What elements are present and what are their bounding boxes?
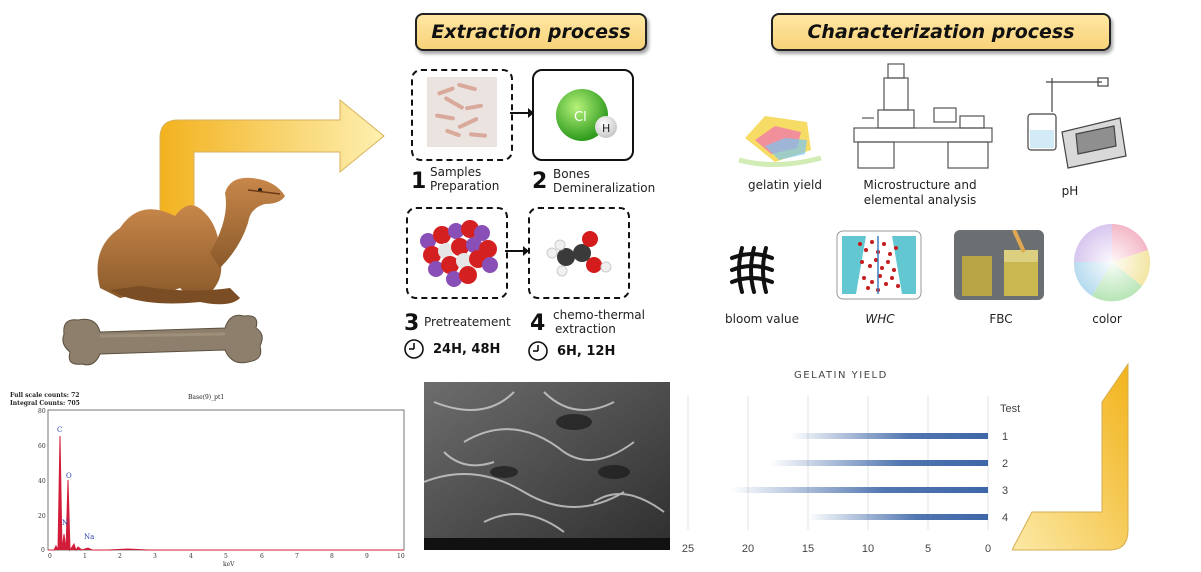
whc-icon [836,230,922,300]
edx-y-tick: 0 [41,547,45,554]
h-label: H [602,122,610,135]
bloom-value-label: bloom value [725,312,799,326]
whc-label: WHC [865,312,895,326]
ph-meter-icon [1027,77,1127,169]
edx-header-line1: Full scale counts: 72 [10,392,80,399]
edx-peak-label: N [62,519,68,527]
chart-legend-title: Test [1000,403,1020,415]
step-2-number: 2 [532,169,548,194]
extraction-process-title: Extraction process [431,21,631,43]
edx-peak-label: C [57,426,62,434]
edx-title: Base(9)_pt1 [188,394,225,401]
chart-title: GELATIN YIELD [794,370,888,381]
edx-x-tick: 9 [365,553,369,560]
edx-y-tick: 20 [38,513,46,520]
chart-bar-test-1 [790,433,988,439]
timer-extraction: 6H, 12H [527,340,615,362]
timer-extraction-value: 6H, 12H [557,343,616,359]
edx-x-tick: 8 [330,553,334,560]
gelatin-yield-label: gelatin yield [748,178,822,192]
microstructure-label: Microstructure and elemental analysis [863,178,977,207]
chart-category-label: 2 [1002,458,1008,470]
edx-spectrum-panel: Full scale counts: 72 Integral Counts: 7… [8,392,408,570]
acetic-acid-molecule-image [546,231,612,277]
step-4-extraction-box [528,207,630,299]
step-2-label: Bones Demineralization [553,167,656,195]
step-3-label: Pretreatement [424,315,511,329]
characterization-process-header: Characterization process [771,13,1111,51]
yellow-arrow [159,98,385,248]
edx-x-tick: 2 [118,553,122,560]
bone-image [62,314,263,366]
step-4-label: chemo-thermal extraction [553,308,645,336]
color-wheel-icon [1073,224,1151,302]
chart-bar-test-3 [730,487,988,493]
step-4-number: 4 [530,311,546,336]
edx-x-tick: 0 [48,553,52,560]
step-1-samples-box [411,69,513,161]
fbc-label: FBC [989,312,1013,326]
chart-category-label: 4 [1002,512,1008,524]
timer-pretreatment: 24H, 48H [403,338,500,360]
chart-x-tick: 20 [742,543,754,555]
edx-x-tick: 10 [397,553,405,560]
edx-y-tick: 40 [38,478,46,485]
bloom-mesh-icon [730,246,774,294]
step-3-pretreatment-box [406,207,508,299]
chart-x-tick: 25 [682,543,694,555]
sem-micrograph-image [424,382,670,550]
edx-x-tick: 6 [260,553,264,560]
color-label: color [1092,312,1122,326]
fbc-oil-icon [954,230,1044,300]
chart-bar-test-2 [769,460,988,466]
edx-header-line2: Integral Counts: 705 [10,400,80,407]
cl-label: Cl [574,110,587,125]
crystal-lattice-image [420,220,498,287]
bone-powder-image [427,77,497,147]
edx-x-tick: 5 [224,553,228,560]
chart-x-tick: 10 [862,543,874,555]
edx-peak-label: Na [84,533,94,541]
clock-icon [528,341,548,361]
yellow-bracket-arrow [1012,362,1129,551]
hcl-molecule-image: Cl H [556,89,617,141]
edx-y-tick: 80 [38,408,46,415]
edx-xlabel: keV [223,561,235,568]
step-1-label: Samples Preparation [430,165,500,193]
characterization-process-title: Characterization process [807,21,1075,43]
gelatin-yield-chart: GELATIN YIELD Test 1 2 3 4 25 20 15 10 5 0 [682,370,1020,555]
chart-category-label: 3 [1002,485,1008,497]
edx-peak-label: O [66,472,72,480]
clock-icon [404,339,424,359]
edx-x-tick: 3 [153,553,157,560]
chart-category-label: 1 [1002,431,1008,443]
edx-x-tick: 4 [189,553,193,560]
electron-microscope-icon [853,63,993,169]
arrow-3-to-4 [505,246,529,256]
step-3-number: 3 [404,311,420,336]
gelatin-sheet-icon [738,116,822,167]
timer-pretreatment-value: 24H, 48H [433,341,501,357]
step-1-number: 1 [411,169,427,194]
chart-x-tick: 15 [802,543,814,555]
chart-bar-test-4 [808,514,988,520]
arrow-1-to-2 [510,108,534,118]
ph-label: pH [1061,184,1079,198]
chart-x-tick: 5 [925,543,931,555]
edx-x-tick: 1 [83,553,87,560]
edx-spectrum-plot: 80 60 40 20 0 0 1 2 3 4 5 6 7 8 9 10 keV… [38,408,405,568]
chart-x-tick: 0 [985,543,991,555]
camel-image [97,177,285,305]
edx-x-tick: 7 [295,553,299,560]
edx-y-tick: 60 [38,443,46,450]
step-2-demineralization-box: Cl H [532,69,634,161]
extraction-process-header: Extraction process [415,13,647,51]
